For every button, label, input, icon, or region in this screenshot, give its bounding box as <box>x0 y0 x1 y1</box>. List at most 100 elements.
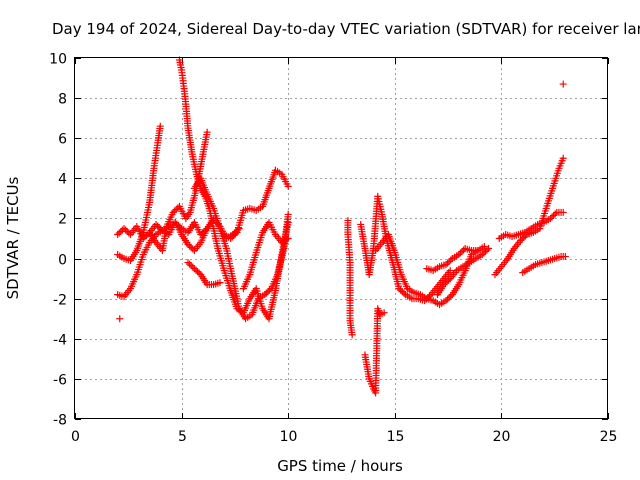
data-point <box>190 265 198 273</box>
y-axis-title: SDTVAR / TECUs <box>4 176 22 299</box>
data-point-interp <box>520 233 528 241</box>
data-point <box>440 281 448 289</box>
data-point <box>120 224 128 232</box>
data-point-interp <box>155 223 163 231</box>
data-point-interp <box>231 230 239 238</box>
x-tick-label: 25 <box>600 429 618 445</box>
data-point-interp <box>186 260 194 268</box>
data-point-interp <box>154 222 162 230</box>
data-point-interp <box>189 263 197 271</box>
data-point-interp <box>194 268 202 276</box>
data-point-interp <box>445 276 453 284</box>
data-point <box>284 182 292 190</box>
data-points <box>114 56 569 397</box>
data-point-interp <box>441 279 449 287</box>
data-point-interp <box>192 266 200 274</box>
data-point <box>203 128 211 136</box>
data-point-interp <box>195 269 203 277</box>
data-point <box>455 251 463 259</box>
y-tick-label: 2 <box>58 212 67 228</box>
y-tick-label: -8 <box>53 413 67 429</box>
data-point-interp <box>171 207 179 215</box>
data-point <box>395 285 403 293</box>
x-axis-title: GPS time / hours <box>277 457 403 475</box>
data-point-interp <box>480 249 488 257</box>
data-point-interp <box>445 258 453 266</box>
y-tick-label: 8 <box>58 92 67 108</box>
data-point <box>227 235 235 242</box>
data-point-interp <box>444 259 452 267</box>
y-tick-label: 4 <box>58 172 67 188</box>
data-point-interp <box>551 210 559 218</box>
axis-ticks: 0 5 10 15 20 25 -8 -6 -4 -2 0 2 4 6 8 10 <box>49 52 617 446</box>
data-point-interp <box>230 231 238 239</box>
data-point <box>442 261 450 269</box>
data-point <box>380 309 388 317</box>
data-point <box>559 208 567 216</box>
data-point-interp <box>264 288 272 296</box>
data-point-interp <box>115 229 123 237</box>
data-point-interp <box>458 248 466 256</box>
data-point <box>152 220 160 228</box>
data-point-interp <box>456 249 464 257</box>
data-point <box>261 291 269 299</box>
y-tick-label: -6 <box>53 373 67 389</box>
data-point <box>114 230 122 238</box>
data-point-interp <box>228 233 236 241</box>
data-point-interp <box>444 295 452 303</box>
data-point-interp <box>266 286 274 294</box>
data-point <box>480 243 488 251</box>
chart-title: Day 194 of 2024, Sidereal Day-to-day VTE… <box>52 20 640 38</box>
data-point <box>559 80 567 88</box>
data-point <box>156 122 164 130</box>
y-tick-label: 6 <box>58 132 67 148</box>
data-point-interp <box>117 227 125 235</box>
data-point <box>284 210 292 218</box>
data-point <box>546 214 554 222</box>
data-point-interp <box>397 286 405 294</box>
data-point-interp <box>262 289 270 297</box>
data-point <box>517 237 525 245</box>
data-point <box>485 245 493 253</box>
y-tick-label: 0 <box>58 253 67 269</box>
data-point-interp <box>447 256 455 264</box>
data-point <box>348 331 356 339</box>
y-tick-label: -4 <box>53 333 67 349</box>
data-point <box>561 253 569 261</box>
data-point-interp <box>186 242 194 250</box>
data-point-interp <box>400 289 408 297</box>
data-point <box>184 241 192 249</box>
x-tick-label: 5 <box>178 429 187 445</box>
data-point-interp <box>443 278 451 286</box>
data-point-interp <box>548 213 556 221</box>
y-tick-label: -2 <box>53 293 67 309</box>
data-point-interp <box>172 205 180 213</box>
data-point-interp <box>460 246 468 254</box>
data-point-interp <box>122 226 130 234</box>
data-point <box>116 315 124 323</box>
data-point-interp <box>550 211 558 219</box>
data-point <box>184 259 192 267</box>
x-tick-label: 15 <box>387 429 405 445</box>
x-tick-label: 10 <box>280 429 298 445</box>
data-point <box>442 297 450 305</box>
data-point-interp <box>481 248 489 256</box>
data-point <box>284 235 292 242</box>
data-point-interp <box>123 227 131 235</box>
data-point-interp <box>398 288 406 296</box>
y-tick-label: 10 <box>49 52 67 68</box>
plot-frame <box>74 57 608 419</box>
x-tick-label: 0 <box>71 429 80 445</box>
data-point-interp <box>187 262 195 270</box>
x-tick-label: 20 <box>493 429 511 445</box>
data-point <box>169 208 177 216</box>
data-point <box>478 251 486 259</box>
data-point-interp <box>483 246 491 254</box>
data-point-interp <box>445 294 453 302</box>
data-point <box>216 279 224 287</box>
data-point-interp <box>518 235 526 243</box>
data-point-interp <box>187 244 195 252</box>
data-point <box>446 267 454 275</box>
